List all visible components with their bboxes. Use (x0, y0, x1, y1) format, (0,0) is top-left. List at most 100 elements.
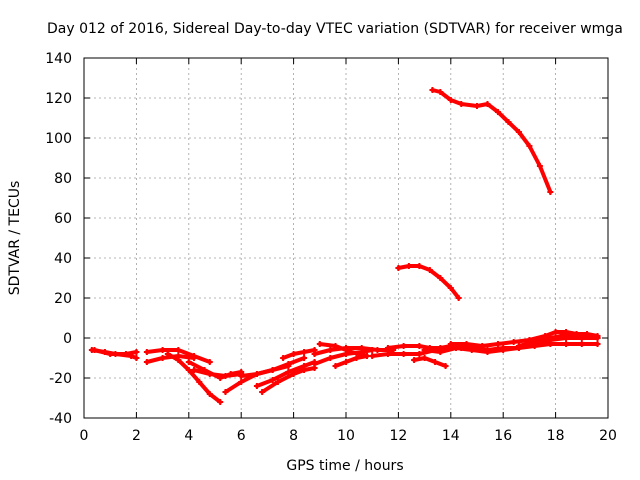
chart-title: Day 012 of 2016, Sidereal Day-to-day VTE… (47, 21, 623, 37)
data-point (505, 119, 512, 125)
data-point (374, 347, 381, 353)
data-point (463, 341, 470, 347)
data-point (578, 341, 585, 347)
x-tick-label: 8 (289, 428, 298, 444)
data-point (91, 347, 98, 353)
data-point (447, 341, 454, 347)
data-point (405, 263, 412, 269)
data-point (301, 367, 308, 373)
data-point (269, 377, 276, 383)
data-point (222, 389, 229, 395)
data-point (159, 347, 166, 353)
data-point (253, 371, 260, 377)
y-tick-label: 20 (54, 291, 72, 307)
series-arc-2 (92, 348, 139, 356)
data-point (400, 343, 407, 349)
data-point (206, 371, 213, 377)
data-point (311, 361, 318, 367)
data-point (348, 349, 355, 355)
tick-labels: 0 2 4 6 8 10 12 14 16 18 20 -40 -20 0 20 40 60 80 100 120 14… (45, 51, 617, 444)
data-point (500, 347, 507, 353)
x-tick-label: 6 (237, 428, 246, 444)
data-point (563, 341, 570, 347)
y-tick-label: -20 (49, 371, 72, 387)
data-point (133, 355, 140, 361)
x-tick-label: 10 (337, 428, 355, 444)
data-point (253, 383, 260, 389)
data-point (526, 143, 533, 149)
y-tick-label: 140 (45, 51, 72, 67)
grid-lines (84, 58, 608, 418)
data-point (437, 89, 444, 95)
x-tick-label: 14 (442, 428, 460, 444)
data-point (301, 349, 308, 355)
data-point (384, 351, 391, 357)
y-tick-label: 60 (54, 211, 72, 227)
data-point (484, 101, 491, 107)
data-point (238, 379, 245, 385)
data-point (426, 267, 433, 273)
x-tick-label: 16 (494, 428, 512, 444)
data-point (515, 129, 522, 135)
data-point (474, 103, 480, 109)
data-point (332, 343, 339, 349)
data-point (327, 347, 334, 353)
data-point (552, 329, 559, 335)
data-point (479, 343, 486, 349)
data-point (285, 361, 292, 367)
data-point (332, 363, 339, 369)
data-point (343, 359, 349, 365)
series-group (88, 87, 601, 405)
series-arc-22 (412, 356, 448, 368)
data-point (594, 333, 601, 339)
data-point (421, 355, 428, 361)
data-point (285, 369, 292, 375)
data-point (455, 295, 462, 301)
data-point (531, 339, 538, 345)
data-point (594, 341, 601, 347)
data-point (363, 353, 370, 359)
data-point (269, 367, 276, 373)
data-point (429, 87, 436, 93)
data-point (311, 351, 318, 357)
data-point (358, 345, 365, 351)
data-point (327, 355, 334, 361)
data-point (280, 355, 287, 361)
data-point (494, 109, 501, 115)
y-tick-label: 120 (45, 91, 72, 107)
data-point (515, 343, 522, 349)
data-point (185, 359, 192, 365)
y-tick-label: -40 (49, 411, 72, 427)
y-tick-label: 0 (63, 331, 72, 347)
data-point (274, 379, 281, 385)
series-arc-12 (281, 348, 317, 360)
x-tick-label: 4 (184, 428, 193, 444)
data-point (316, 341, 323, 347)
data-point (568, 331, 575, 337)
data-point (290, 371, 297, 377)
axis-ticks (83, 57, 609, 419)
data-point (222, 373, 229, 379)
x-tick-label: 0 (80, 428, 89, 444)
data-point (547, 189, 554, 195)
data-point (185, 367, 192, 373)
data-point (437, 275, 444, 281)
x-tick-label: 12 (389, 428, 407, 444)
data-point (458, 101, 465, 107)
x-axis-title: GPS time / hours (286, 458, 403, 474)
x-tick-label: 20 (599, 428, 617, 444)
data-point (191, 355, 198, 361)
data-point (484, 349, 491, 355)
data-point (369, 353, 376, 359)
data-point (442, 363, 449, 369)
series-arc-7 (192, 368, 244, 378)
data-point (259, 389, 266, 395)
data-point (510, 339, 517, 345)
data-point (584, 331, 591, 337)
data-point (196, 379, 203, 385)
y-tick-label: 80 (54, 171, 72, 187)
data-point (447, 285, 454, 291)
data-point (494, 341, 501, 347)
data-point (164, 351, 171, 357)
data-point (437, 349, 444, 355)
